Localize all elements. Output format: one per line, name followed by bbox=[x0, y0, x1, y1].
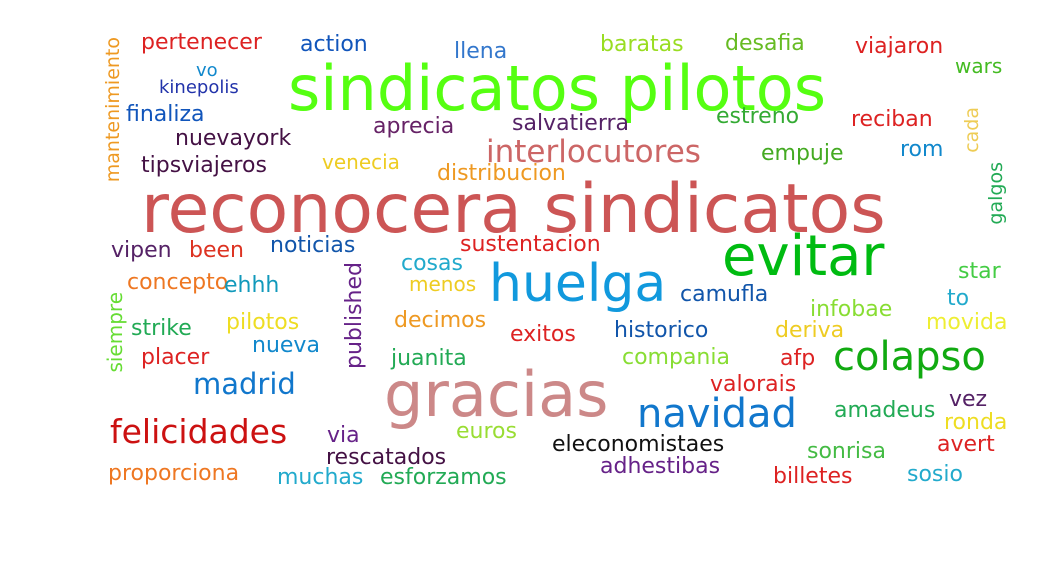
word-proporciona: proporciona bbox=[108, 461, 240, 486]
word-rom: rom bbox=[900, 137, 944, 162]
word-sustentacion: sustentacion bbox=[460, 232, 601, 257]
word-evitar: evitar bbox=[722, 224, 885, 289]
word-felicidades: felicidades bbox=[110, 412, 288, 451]
word-adhestibas: adhestibas bbox=[600, 454, 721, 479]
word-valorais: valorais bbox=[710, 372, 797, 397]
word-gracias: gracias bbox=[384, 358, 609, 431]
word-tipsviajeros: tipsviajeros bbox=[141, 153, 267, 178]
word-star: star bbox=[958, 259, 1001, 284]
word-exitos: exitos bbox=[510, 322, 576, 347]
word-huelga: huelga bbox=[489, 254, 667, 314]
word-vez: vez bbox=[949, 387, 988, 412]
word-strike: strike bbox=[131, 316, 192, 341]
word-nuevayork: nuevayork bbox=[175, 126, 292, 151]
word-camufla: camufla bbox=[680, 282, 769, 307]
word-colapso: colapso bbox=[833, 334, 986, 380]
word-nueva: nueva bbox=[252, 333, 320, 358]
word-vipen: vipen bbox=[111, 238, 172, 263]
word-venecia: venecia bbox=[322, 150, 400, 174]
word-placer: placer bbox=[141, 345, 210, 370]
word-sonrisa: sonrisa bbox=[807, 439, 886, 464]
word-euros: euros bbox=[456, 419, 517, 444]
word-published: published bbox=[342, 262, 367, 370]
word-juanita: juanita bbox=[391, 346, 467, 371]
word-sosio: sosio bbox=[907, 462, 963, 487]
word-eleconomistaes: eleconomistaes bbox=[552, 432, 725, 457]
word-cosas: cosas bbox=[401, 251, 463, 276]
word-billetes: billetes bbox=[773, 464, 853, 489]
word-estreno: estreno bbox=[716, 104, 800, 129]
word-madrid: madrid bbox=[193, 367, 296, 401]
word-to: to bbox=[947, 286, 970, 311]
word-desafia: desafia bbox=[725, 31, 805, 56]
word-rescatados: rescatados bbox=[326, 445, 447, 470]
word-aprecia: aprecia bbox=[373, 114, 455, 139]
word-action: action bbox=[300, 32, 368, 57]
word-historico: historico bbox=[614, 318, 709, 343]
word-compania: compania bbox=[622, 345, 730, 370]
word-mantenimiento: mantenimiento bbox=[102, 37, 124, 183]
word-navidad: navidad bbox=[637, 391, 797, 437]
word-viajaron: viajaron bbox=[855, 34, 944, 59]
word-ronda: ronda bbox=[944, 410, 1008, 435]
word-concepto: concepto bbox=[127, 270, 229, 295]
word-wars: wars bbox=[955, 54, 1003, 78]
word-kinepolis: kinepolis bbox=[159, 77, 239, 98]
word-salvatierra: salvatierra bbox=[512, 111, 630, 136]
word-avert: avert bbox=[937, 432, 995, 457]
word-ehhh: ehhh bbox=[224, 273, 280, 298]
word-infobae: infobae bbox=[810, 297, 893, 322]
word-been: been bbox=[189, 238, 244, 263]
word-vo: vo bbox=[196, 60, 218, 81]
word-muchas: muchas bbox=[277, 465, 364, 490]
word-afp: afp bbox=[780, 346, 816, 371]
word-deriva: deriva bbox=[775, 318, 845, 343]
word-siempre: siempre bbox=[103, 292, 127, 373]
word-baratas: baratas bbox=[600, 32, 684, 57]
word-esforzamos: esforzamos bbox=[380, 465, 507, 490]
word-galgos: galgos bbox=[985, 162, 1007, 225]
word-empuje: empuje bbox=[761, 141, 844, 166]
word-finaliza: finaliza bbox=[126, 102, 205, 127]
word-via: via bbox=[327, 423, 360, 448]
word-reciban: reciban bbox=[851, 107, 933, 132]
word-distribucion: distribucion bbox=[437, 161, 566, 186]
word-llena: llena bbox=[454, 39, 508, 64]
word-reconocera-sindicatos: reconocera sindicatos bbox=[141, 170, 886, 249]
word-pertenecer: pertenecer bbox=[141, 30, 262, 55]
word-amadeus: amadeus bbox=[834, 398, 936, 423]
word-noticias: noticias bbox=[270, 233, 356, 258]
word-interlocutores: interlocutores bbox=[486, 134, 701, 170]
word-decimos: decimos bbox=[394, 308, 487, 333]
word-menos: menos bbox=[409, 272, 477, 296]
word-pilotos: pilotos bbox=[226, 310, 300, 335]
word-movida: movida bbox=[926, 310, 1008, 335]
word-cada: cada bbox=[961, 107, 983, 153]
word-sindicatos-pilotos: sindicatos pilotos bbox=[288, 52, 827, 125]
